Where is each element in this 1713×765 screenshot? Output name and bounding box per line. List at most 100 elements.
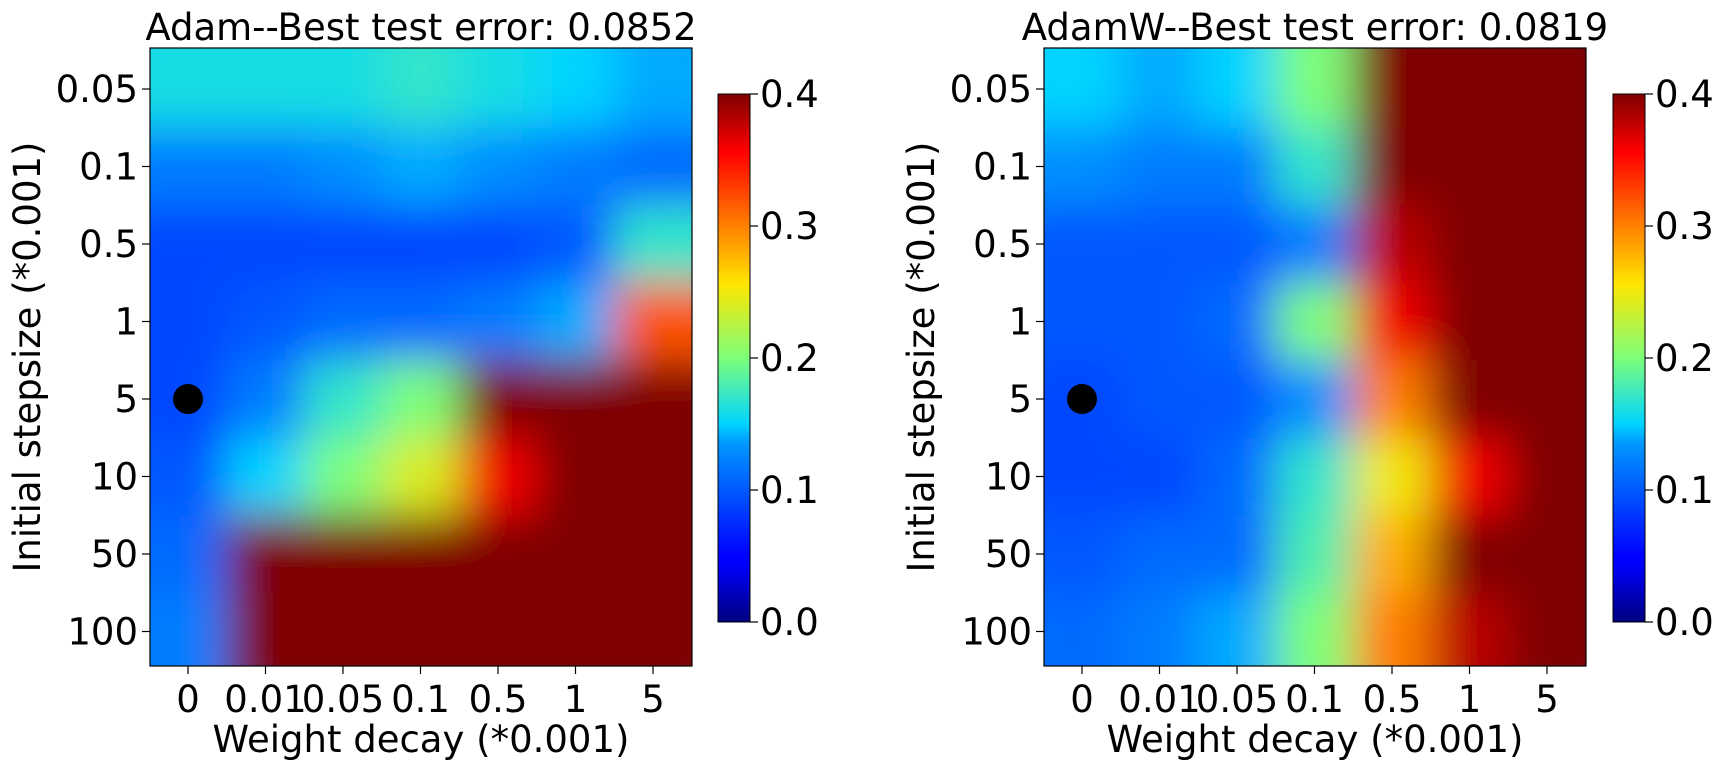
heatmap-cell bbox=[150, 437, 228, 516]
heatmap-cell bbox=[226, 205, 305, 284]
heatmap-cell bbox=[1353, 437, 1432, 516]
y-tick-label: 1 bbox=[114, 301, 138, 344]
heatmap-cell bbox=[150, 127, 228, 206]
heatmap-cell bbox=[536, 437, 615, 516]
heatmap-cell bbox=[304, 127, 383, 206]
y-axis-label-adam: Initial stepsize (*0.001) bbox=[6, 142, 49, 573]
best-point-marker-adam bbox=[173, 384, 203, 414]
heatmap-cell bbox=[1198, 437, 1277, 516]
x-axis-adam: 0 0.010.05 0.1 0.5 1 5 bbox=[176, 666, 665, 721]
heatmap-cell bbox=[614, 360, 692, 439]
heatmap-cell bbox=[459, 282, 538, 361]
heatmap-cell bbox=[1198, 48, 1277, 129]
heatmap-cell bbox=[1353, 48, 1432, 129]
heatmap-cell bbox=[459, 437, 538, 516]
heatmap-cell bbox=[536, 127, 615, 206]
heatmap-panel-adam: Adam--Best test error: 0.0852 0 0.010.05 0… bbox=[6, 6, 819, 761]
heatmap-area-adam bbox=[150, 48, 692, 666]
heatmap-cell bbox=[1120, 127, 1199, 206]
heatmap-cell bbox=[1275, 282, 1354, 361]
chart-title-adamw: AdamW--Best test error: 0.0819 bbox=[1022, 6, 1608, 49]
y-tick-label: 5 bbox=[1008, 378, 1032, 421]
heatmap-cell bbox=[614, 205, 692, 284]
y-axis-adam: 0.05 0.1 0.5 1 5 10 50 100 bbox=[56, 68, 150, 654]
heatmap-cell bbox=[614, 592, 692, 666]
heatmap-cell bbox=[304, 48, 383, 129]
heatmap-cell bbox=[1120, 515, 1199, 594]
heatmap-cell bbox=[226, 360, 305, 439]
heatmap-cell bbox=[459, 205, 538, 284]
heatmap-cell bbox=[1430, 360, 1509, 439]
y-tick-label: 0.05 bbox=[950, 68, 1032, 111]
heatmap-cell bbox=[1044, 437, 1122, 516]
heatmap-cell bbox=[1198, 282, 1277, 361]
heatmap-cell bbox=[381, 360, 460, 439]
heatmap-cell bbox=[1430, 515, 1509, 594]
y-tick-label: 0.5 bbox=[973, 223, 1032, 266]
best-point-marker-adamw bbox=[1067, 384, 1097, 414]
heatmap-cell bbox=[1508, 48, 1586, 129]
heatmap-cell bbox=[1353, 515, 1432, 594]
heatmap-cell bbox=[304, 282, 383, 361]
y-axis-label-adamw: Initial stepsize (*0.001) bbox=[900, 142, 943, 573]
x-tick-label: 0.1 bbox=[1285, 678, 1344, 721]
x-tick-label: 0.01 bbox=[224, 678, 306, 721]
colorbar-ticks-adam: 0.0 0.1 0.2 0.3 0.4 bbox=[750, 73, 819, 644]
y-tick-label: 50 bbox=[91, 533, 138, 576]
heatmap-cell bbox=[459, 592, 538, 666]
heatmap-cell bbox=[1353, 205, 1432, 284]
colorbar-tick-label: 0.0 bbox=[1655, 601, 1713, 644]
colorbar-tick-label: 0.2 bbox=[760, 337, 819, 380]
heatmap-cell bbox=[226, 282, 305, 361]
heatmap-cell bbox=[536, 48, 615, 129]
heatmap-cell bbox=[1120, 360, 1199, 439]
heatmap-cell bbox=[304, 205, 383, 284]
heatmap-cell bbox=[381, 48, 460, 129]
y-tick-label: 0.1 bbox=[973, 146, 1032, 189]
heatmap-cell bbox=[304, 515, 383, 594]
x-tick-label: 0 bbox=[176, 678, 200, 721]
heatmap-cell bbox=[536, 515, 615, 594]
x-tick-label: 0.01 bbox=[1118, 678, 1200, 721]
heatmap-cell bbox=[381, 127, 460, 206]
heatmap-cell bbox=[1275, 515, 1354, 594]
heatmap-cell bbox=[1353, 282, 1432, 361]
chart-title-adam: Adam--Best test error: 0.0852 bbox=[145, 6, 696, 49]
heatmap-cell bbox=[226, 127, 305, 206]
y-tick-label: 0.05 bbox=[56, 68, 138, 111]
heatmap-cell bbox=[1508, 127, 1586, 206]
colorbar-adam: 0.0 0.1 0.2 0.3 0.4 bbox=[717, 73, 819, 644]
heatmap-cell bbox=[304, 592, 383, 666]
colorbar-tick-label: 0.0 bbox=[760, 601, 819, 644]
heatmap-cells-adamw bbox=[1044, 48, 1586, 666]
x-tick-label: 1 bbox=[1458, 678, 1482, 721]
heatmap-cell bbox=[1508, 282, 1586, 361]
heatmap-cell bbox=[459, 127, 538, 206]
x-tick-label: 0 bbox=[1070, 678, 1094, 721]
heatmap-cell bbox=[1430, 205, 1509, 284]
heatmap-panel-adamw: AdamW--Best test error: 0.0819 0 0.010.05… bbox=[900, 6, 1713, 761]
heatmap-cell bbox=[614, 48, 692, 129]
heatmap-cell bbox=[1198, 127, 1277, 206]
heatmap-cell bbox=[1275, 592, 1354, 666]
x-tick-label: 0.05 bbox=[302, 678, 384, 721]
heatmap-cells-adam bbox=[150, 48, 692, 666]
heatmap-cell bbox=[536, 282, 615, 361]
heatmap-cell bbox=[1044, 592, 1122, 666]
heatmap-cell bbox=[226, 48, 305, 129]
x-tick-label: 0.5 bbox=[1363, 678, 1422, 721]
heatmap-cell bbox=[381, 515, 460, 594]
heatmap-cell bbox=[381, 205, 460, 284]
y-tick-label: 50 bbox=[985, 533, 1032, 576]
heatmap-cell bbox=[304, 437, 383, 516]
heatmap-cell bbox=[1430, 48, 1509, 129]
heatmap-cell bbox=[1508, 205, 1586, 284]
heatmap-cell bbox=[614, 437, 692, 516]
heatmap-area-adamw bbox=[1044, 48, 1586, 666]
heatmap-cell bbox=[1120, 437, 1199, 516]
y-tick-label: 1 bbox=[1008, 301, 1032, 344]
heatmap-cell bbox=[1430, 437, 1509, 516]
x-tick-label: 0.5 bbox=[469, 678, 528, 721]
heatmap-cell bbox=[614, 515, 692, 594]
